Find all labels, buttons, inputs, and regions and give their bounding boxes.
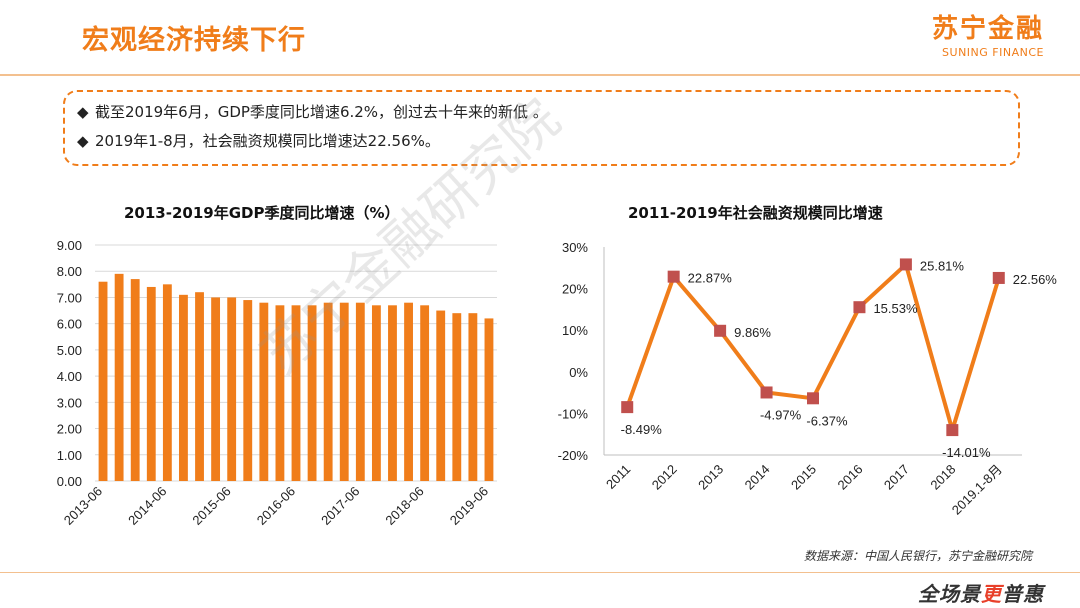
footer-divider (0, 572, 1080, 573)
gdp-y-tick-label: 1.00 (57, 448, 82, 463)
gdp-bar (371, 305, 381, 481)
gdp-bar (388, 305, 397, 481)
tsf-point-marker (667, 270, 680, 283)
gdp-bar (307, 305, 317, 481)
tsf-y-tick-label: -20% (558, 448, 589, 463)
tsf-x-tick-label: 2018 (927, 462, 958, 493)
gdp-bar (420, 305, 430, 481)
tsf-x-tick-label: 2013 (695, 462, 726, 493)
gdp-bar (162, 284, 172, 481)
gdp-bar (323, 302, 333, 481)
key-point-2: ◆ 2019年1-8月，社会融资规模同比增速达22.56%。 (77, 127, 1006, 156)
tsf-x-tick-label: 2016 (835, 462, 866, 493)
gdp-bar (355, 302, 365, 481)
tsf-series-line (625, 262, 1001, 433)
gdp-bar (146, 286, 156, 481)
tsf-point-marker (714, 324, 727, 337)
gdp-y-tick-label: 0.00 (57, 474, 82, 489)
gdp-y-tick-label: 8.00 (57, 264, 82, 279)
tsf-data-label: 9.86% (734, 325, 771, 340)
gdp-bar (275, 305, 285, 481)
tsf-data-label: -4.97% (760, 407, 802, 422)
data-source-note: 数据来源：中国人民银行，苏宁金融研究院 (803, 549, 1032, 563)
gdp-bar (130, 279, 140, 481)
logo: 苏宁金融 SUNING FINANCE (932, 14, 1044, 59)
gdp-bar (339, 302, 349, 481)
gdp-bar (195, 292, 204, 481)
tsf-point-marker (807, 392, 819, 405)
tsf-y-tick-label: 30% (562, 240, 588, 255)
tsf-data-label: 25.81% (920, 258, 965, 273)
gdp-bar-chart: 0.00 1.00 2.00 3.00 4.00 5.00 6.00 7.00 8.00 9.00… (57, 238, 497, 528)
tsf-data-label: 15.53% (873, 301, 918, 316)
diamond-bullet-icon: ◆ (77, 103, 89, 121)
tsf-y-tick-label: 20% (562, 282, 588, 297)
tsf-chart-title: 2011-2019年社会融资规模同比增速 (628, 204, 883, 222)
tsf-data-label: -6.37% (806, 413, 848, 428)
key-point-text: 2019年1-8月，社会融资规模同比增速达22.56%。 (95, 132, 440, 150)
logo-name-cn: 苏宁金融 (931, 14, 1044, 44)
tsf-y-tick-label: 0% (569, 365, 588, 380)
slide-title: 宏观经济持续下行 (82, 25, 306, 56)
slogan-prefix: 全场景 (918, 582, 981, 606)
tsf-data-label: -8.49% (621, 422, 663, 437)
gdp-chart-title: 2013-2019年GDP季度同比增速（%） (124, 204, 400, 222)
gdp-bar (468, 313, 478, 481)
tsf-point-marker (899, 258, 912, 271)
gdp-y-tick-label: 3.00 (57, 395, 82, 410)
gdp-y-tick-label: 7.00 (57, 290, 82, 305)
tsf-x-tick-label: 2017 (881, 462, 912, 493)
tsf-point-marker (946, 424, 959, 437)
tsf-x-tick-label: 2019.1-8月 (949, 462, 1005, 518)
gdp-bar (227, 297, 237, 481)
tsf-point-marker (992, 271, 1005, 284)
gdp-y-tick-label: 4.00 (57, 369, 82, 384)
gdp-bar (179, 294, 188, 481)
tsf-data-label: 22.56% (1013, 272, 1058, 287)
slogan-suffix: 普惠 (1002, 582, 1044, 606)
gdp-bar (291, 305, 301, 481)
gdp-bar (484, 318, 494, 481)
gdp-bar (259, 302, 269, 481)
key-point-text: 截至2019年6月，GDP季度同比增速6.2%，创过去十年来的新低 。 (95, 103, 548, 121)
tsf-x-tick-label: 2015 (788, 462, 819, 493)
key-points-box: ◆ 截至2019年6月，GDP季度同比增速6.2%，创过去十年来的新低 。 ◆ 20… (63, 90, 1020, 166)
tsf-y-tick-label: -10% (558, 406, 589, 421)
logo-name-en: SUNING FINANCE (942, 46, 1044, 59)
gdp-bar (452, 313, 462, 481)
diamond-bullet-icon: ◆ (77, 132, 89, 150)
gdp-bar (243, 300, 253, 481)
tsf-x-tick-label: 2012 (649, 462, 680, 493)
tsf-x-tick-label: 2011 (603, 462, 633, 492)
gdp-bar (98, 281, 108, 481)
gdp-y-tick-label: 6.00 (57, 317, 82, 332)
gdp-y-tick-label: 2.00 (57, 422, 82, 437)
gdp-bar (404, 302, 413, 481)
header-divider (0, 74, 1080, 76)
gdp-bar (436, 310, 446, 481)
slogan-accent: 更 (981, 582, 1002, 606)
tsf-point-marker (621, 401, 634, 414)
tsf-point-marker (853, 301, 866, 314)
gdp-bar (211, 297, 221, 481)
tsf-data-label: 22.87% (688, 271, 733, 286)
key-point-1: ◆ 截至2019年6月，GDP季度同比增速6.2%，创过去十年来的新低 。 (77, 98, 1006, 127)
tsf-y-tick-label: 10% (562, 323, 588, 338)
tsf-x-tick-label: 2014 (742, 462, 773, 493)
tsf-data-label: -14.01% (942, 445, 991, 460)
footer-slogan: 全场景更普惠 (918, 578, 1044, 607)
gdp-y-tick-label: 5.00 (57, 343, 82, 358)
gdp-y-tick-label: 9.00 (57, 238, 82, 253)
gdp-bar (114, 273, 124, 481)
tsf-point-marker (760, 386, 773, 399)
